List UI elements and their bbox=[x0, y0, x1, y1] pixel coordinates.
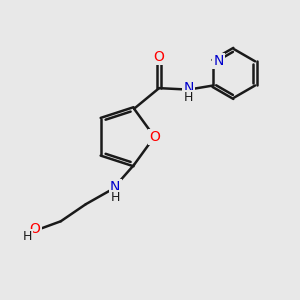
Text: O: O bbox=[154, 50, 164, 64]
Text: H: H bbox=[110, 190, 120, 204]
Text: H: H bbox=[184, 92, 193, 104]
Text: N: N bbox=[110, 180, 120, 194]
Text: N: N bbox=[183, 81, 194, 95]
Text: O: O bbox=[149, 130, 160, 144]
Text: N: N bbox=[213, 54, 224, 68]
Text: H: H bbox=[22, 230, 32, 243]
Text: O: O bbox=[30, 222, 40, 236]
